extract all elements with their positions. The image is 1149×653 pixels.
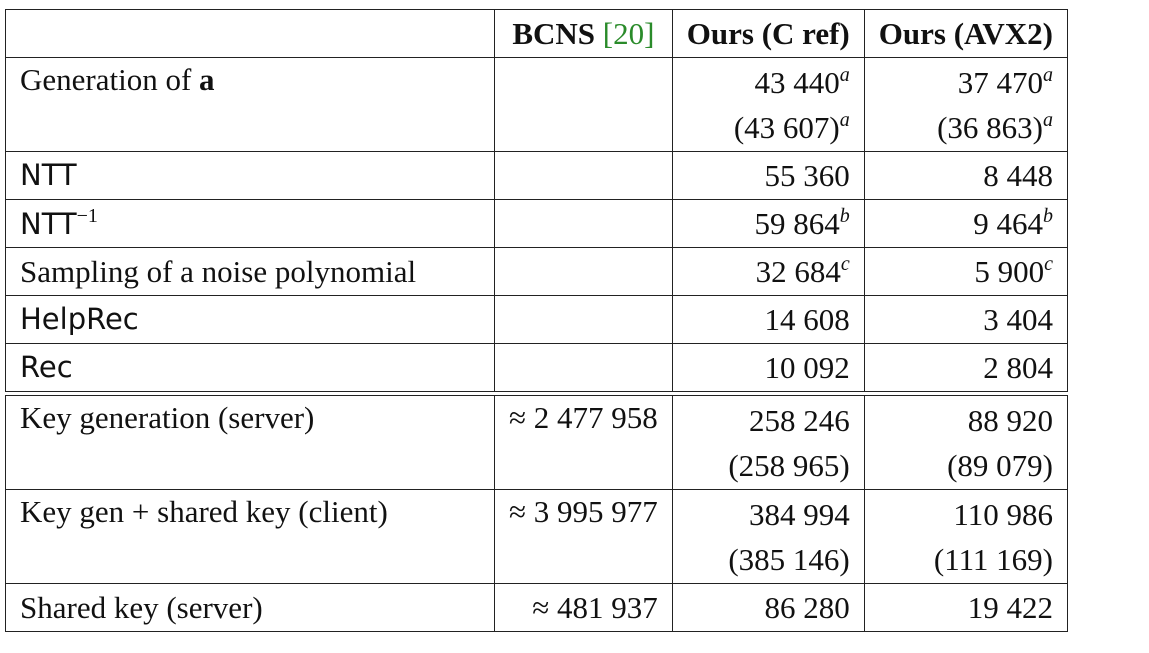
footnote-marker: a [839,63,850,86]
row-label: HelpRec [5,295,495,344]
avx-value: 9 464 [973,206,1044,241]
bcns-cell [494,247,673,296]
table-row: Rec 10 092 2 804 [5,343,1069,392]
footnote-marker: a [1043,63,1054,86]
table-row: NTT−1 59 864b 9 464b [5,199,1069,248]
avx-cell: 9 464b [863,199,1069,248]
avx-cell: 88 920 (89 079) [863,395,1069,490]
avx-value: 2 804 [863,343,1069,392]
header-empty-cell [5,9,495,58]
cref-value: 10 092 [671,343,865,392]
bcns-cell [494,295,673,344]
cref-cell: 32 684c [671,247,865,296]
header-row: BCNS [20] Ours (C ref) Ours (AVX2) [5,9,1069,58]
bcns-cell [494,343,673,392]
row-label-bold: a [199,62,215,97]
header-ours-avx2: Ours (AVX2) [863,9,1069,58]
header-bcns-label: BCNS [512,16,596,51]
footnote-marker: c [840,253,850,275]
bcns-cell [494,151,673,200]
table-row: NTT 55 360 8 448 [5,151,1069,200]
bcns-cell [494,199,673,248]
row-label-text: NTT [20,207,77,241]
cref-cell: 258 246 (258 965) [671,395,865,490]
row-label: Key generation (server) [5,395,495,490]
footnote-marker: b [1043,205,1054,227]
row-label: NTT [5,151,495,200]
bcns-cell [494,57,673,152]
row-label: Rec [5,343,495,392]
footnote-marker: a [839,108,850,131]
cref-value-secondary: (385 146) [728,541,850,577]
avx-value: 3 404 [863,295,1069,344]
avx-value: 37 470 [957,64,1044,100]
avx-value: 88 920 [967,402,1054,438]
footnote-marker: a [1043,108,1054,131]
cref-value: 59 864 [754,206,840,241]
cref-cell: 384 994 (385 146) [671,489,865,584]
bcns-value: ≈ 2 477 958 [494,395,673,490]
row-label: Key gen + shared key (client) [5,489,495,584]
avx-cell: 110 986 (111 169) [863,489,1069,584]
row-label: Sampling of a noise polynomial [5,247,495,296]
cref-value: 258 246 [749,402,850,438]
avx-value-secondary: (111 169) [933,541,1054,577]
table-row: Generation of a 43 440a (43 607)a 37 470… [5,57,1069,152]
footnote-marker: b [839,205,850,227]
table-row: Key gen + shared key (client) ≈ 3 995 97… [5,489,1069,584]
avx-cell: 5 900c [863,247,1069,296]
cref-value-secondary: (258 965) [728,447,850,483]
cref-value: 32 684 [755,254,841,289]
cref-cell: 59 864b [671,199,865,248]
avx-value: 19 422 [863,583,1069,632]
table-row: HelpRec 14 608 3 404 [5,295,1069,344]
row-label: Shared key (server) [5,583,495,632]
avx-value: 110 986 [953,496,1054,532]
avx-value: 5 900 [974,254,1045,289]
inverse-exponent: −1 [76,205,98,227]
table-row: Key generation (server) ≈ 2 477 958 258 … [5,395,1069,490]
avx-value-secondary: (36 863) [937,109,1044,145]
cref-value: 384 994 [749,496,850,532]
avx-value-secondary: (89 079) [947,447,1054,483]
table-row: Shared key (server) ≈ 481 937 86 280 19 … [5,583,1069,632]
bcns-citation-link[interactable]: [20] [602,16,655,51]
cref-value: 14 608 [671,295,865,344]
results-table-container: BCNS [20] Ours (C ref) Ours (AVX2) Gener… [5,9,1069,632]
footnote-marker: c [1044,253,1054,275]
row-label: Generation of a [5,57,495,152]
cref-cell: 43 440a (43 607)a [671,57,865,152]
cref-value: 86 280 [671,583,865,632]
cref-value-secondary: (43 607) [733,109,840,145]
cycle-count-table: BCNS [20] Ours (C ref) Ours (AVX2) Gener… [5,9,1069,632]
row-label-text: Generation of [20,62,200,97]
bcns-value: ≈ 3 995 977 [494,489,673,584]
avx-value: 8 448 [863,151,1069,200]
avx-cell: 37 470a (36 863)a [863,57,1069,152]
header-ours-cref: Ours (C ref) [671,9,865,58]
cref-value: 55 360 [671,151,865,200]
table-row: Sampling of a noise polynomial 32 684c 5… [5,247,1069,296]
bcns-value: ≈ 481 937 [494,583,673,632]
header-bcns: BCNS [20] [494,9,673,58]
cref-value: 43 440 [754,64,840,100]
row-label: NTT−1 [5,199,495,248]
